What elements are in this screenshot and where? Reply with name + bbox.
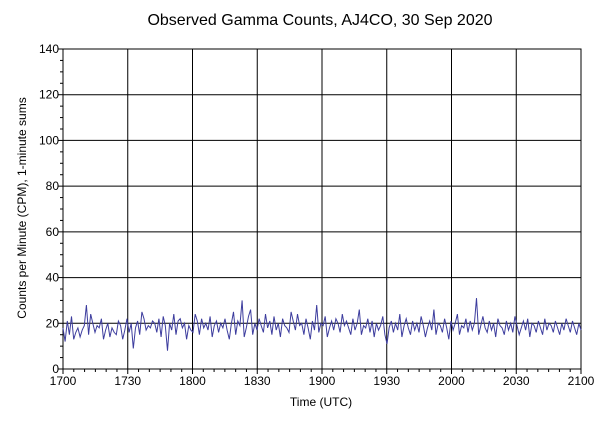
y-tick-label: 20: [46, 316, 60, 330]
y-tick-label: 140: [39, 42, 59, 56]
x-tick-label: 1730: [114, 374, 141, 388]
y-axis: 0 20 40 60 80 100 120 140: [39, 42, 63, 376]
x-axis-label: Time (UTC): [290, 395, 352, 409]
series-line: [62, 298, 582, 351]
y-tick-label: 120: [39, 88, 59, 102]
y-tick-label: 80: [46, 179, 60, 193]
x-tick-label: 1800: [179, 374, 206, 388]
x-tick-label: 2000: [438, 374, 465, 388]
x-tick-label: 1930: [373, 374, 400, 388]
y-axis-label: Counts per Minute (CPM), 1-minute sums: [15, 97, 29, 318]
x-tick-label: 1900: [309, 374, 336, 388]
y-tick-label: 0: [52, 362, 59, 376]
chart-title: Observed Gamma Counts, AJ4CO, 30 Sep 202…: [147, 12, 492, 29]
y-tick-label: 60: [46, 225, 60, 239]
y-tick-label: 40: [46, 271, 60, 285]
x-tick-label: 2030: [503, 374, 530, 388]
x-tick-label: 1700: [50, 374, 77, 388]
x-axis: 1700 1730 1800 1830 1900 1930 2000 2030 2100: [50, 369, 595, 388]
x-tick-label: 1830: [244, 374, 271, 388]
x-tick-label: 2100: [568, 374, 595, 388]
y-tick-label: 100: [39, 133, 59, 147]
